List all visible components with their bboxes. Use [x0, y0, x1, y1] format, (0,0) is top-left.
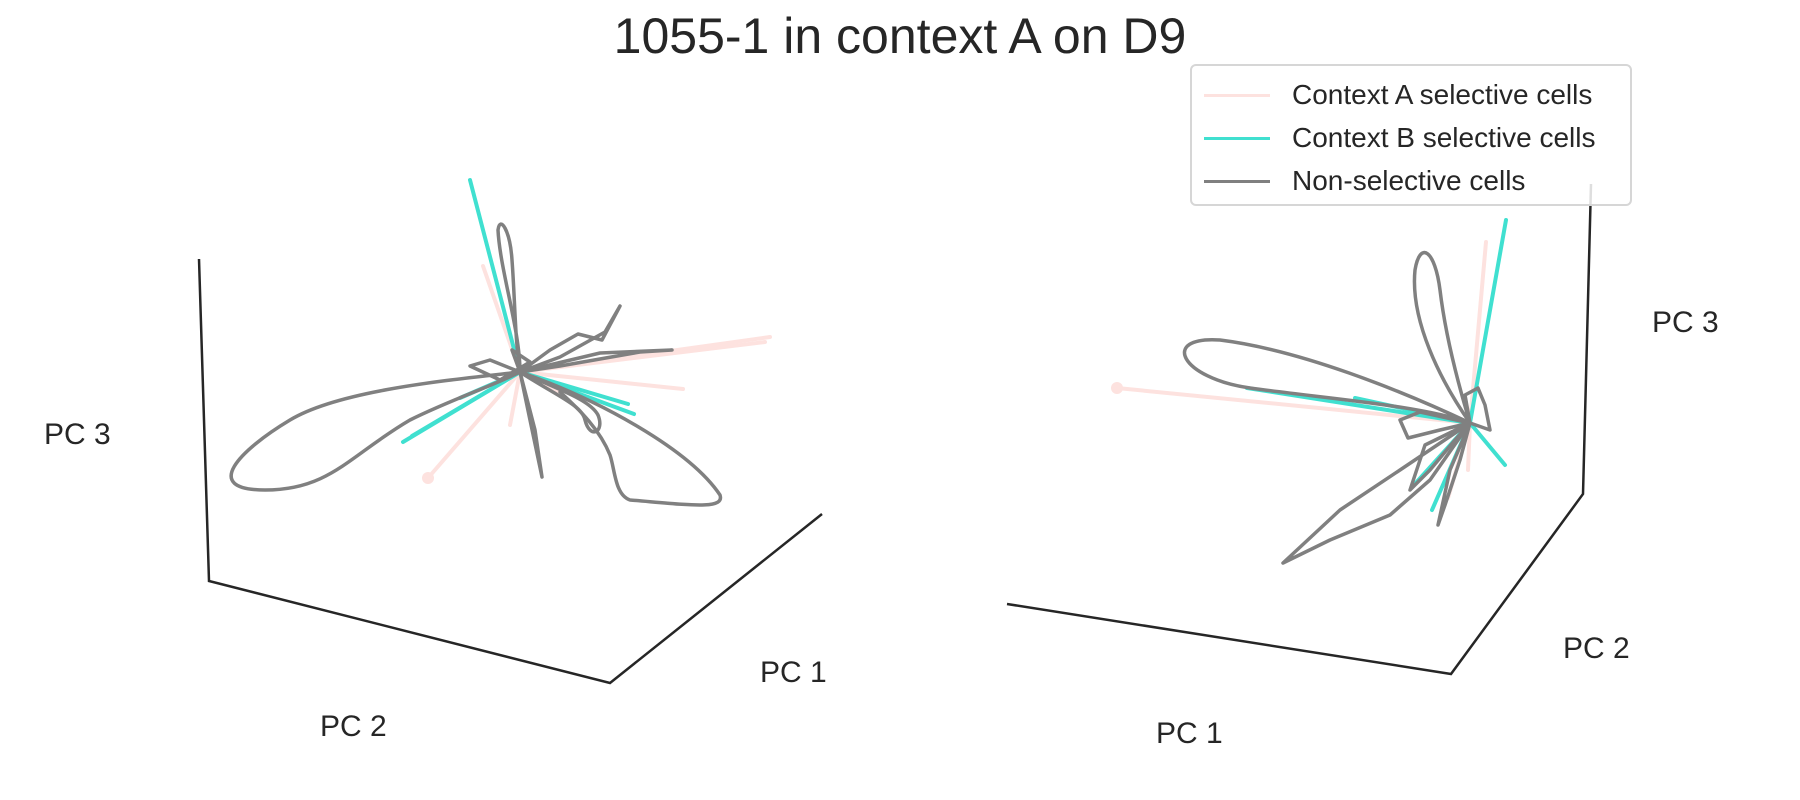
- right-non-selective-trace-5: [1398, 410, 1472, 440]
- legend-swatch-context-a: [1204, 93, 1270, 97]
- subplot-right: PC 1 PC 2 PC 3: [1006, 183, 1719, 750]
- subplot-left: PC 3 PC 2 PC 1: [44, 178, 827, 743]
- left-non-selective-trace-2: [518, 370, 723, 507]
- right-context-a-start-point: [1111, 382, 1123, 394]
- right-x-axis-label: PC 1: [1156, 717, 1223, 750]
- right-axis-frame: [1006, 183, 1593, 676]
- right-non-selective-trace-2: [1412, 250, 1472, 425]
- left-context-a-start-point: [422, 472, 434, 484]
- legend-label-context-b: Context B selective cells: [1292, 122, 1596, 153]
- left-context-b-trace-3: [410, 370, 522, 438]
- right-series-context-a: [1111, 240, 1488, 500]
- right-non-selective-trace-3: [1281, 421, 1472, 565]
- chart-title: 1055-1 in context A on D9: [613, 8, 1187, 64]
- left-context-a-trace-4: [426, 370, 522, 480]
- right-context-b-trace-1: [1468, 218, 1508, 425]
- legend-swatch-context-b: [1204, 136, 1270, 140]
- left-series-non-selective: [229, 222, 723, 507]
- right-non-selective-trace-6: [1463, 386, 1492, 432]
- left-non-selective-trace-7: [518, 370, 602, 434]
- legend-label-context-a: Context A selective cells: [1292, 79, 1593, 110]
- left-x-axis-label: PC 2: [320, 710, 387, 743]
- legend-swatch-non-selective: [1204, 179, 1270, 183]
- left-series-context-b: [401, 178, 636, 444]
- left-series-context-a: [422, 264, 772, 484]
- legend-item-context-a: Context A selective cells: [1192, 78, 1592, 112]
- right-context-b-trace-4: [1468, 421, 1507, 467]
- left-context-b-trace-1: [468, 178, 522, 374]
- left-non-selective-trace-1: [229, 370, 522, 492]
- left-non-selective-trace-4: [518, 304, 622, 374]
- right-non-selective-trace-7: [1408, 421, 1472, 492]
- left-y-axis-label: PC 1: [760, 656, 827, 689]
- legend-item-context-b: Context B selective cells: [1192, 121, 1595, 155]
- left-context-a-trace-3: [518, 370, 685, 391]
- legend-label-non-selective: Non-selective cells: [1292, 165, 1526, 196]
- legend: Context A selective cells Context B sele…: [1190, 64, 1632, 206]
- right-series-non-selective: [1182, 250, 1492, 565]
- legend-item-non-selective: Non-selective cells: [1192, 164, 1525, 198]
- right-y-axis-label: PC 2: [1563, 632, 1630, 665]
- left-non-selective-trace-8: [468, 348, 532, 382]
- right-non-selective-trace-4: [1436, 421, 1472, 527]
- right-context-a-trace-2: [1468, 240, 1488, 425]
- right-z-axis-label: PC 3: [1652, 306, 1719, 339]
- left-context-a-trace-6: [508, 370, 522, 427]
- right-non-selective-trace-1: [1182, 338, 1472, 425]
- left-non-selective-trace-5: [518, 348, 674, 374]
- left-non-selective-trace-6: [518, 370, 544, 479]
- left-non-selective-trace-3: [496, 222, 522, 374]
- left-axis-frame: [197, 258, 823, 685]
- left-z-axis-label: PC 3: [44, 418, 111, 451]
